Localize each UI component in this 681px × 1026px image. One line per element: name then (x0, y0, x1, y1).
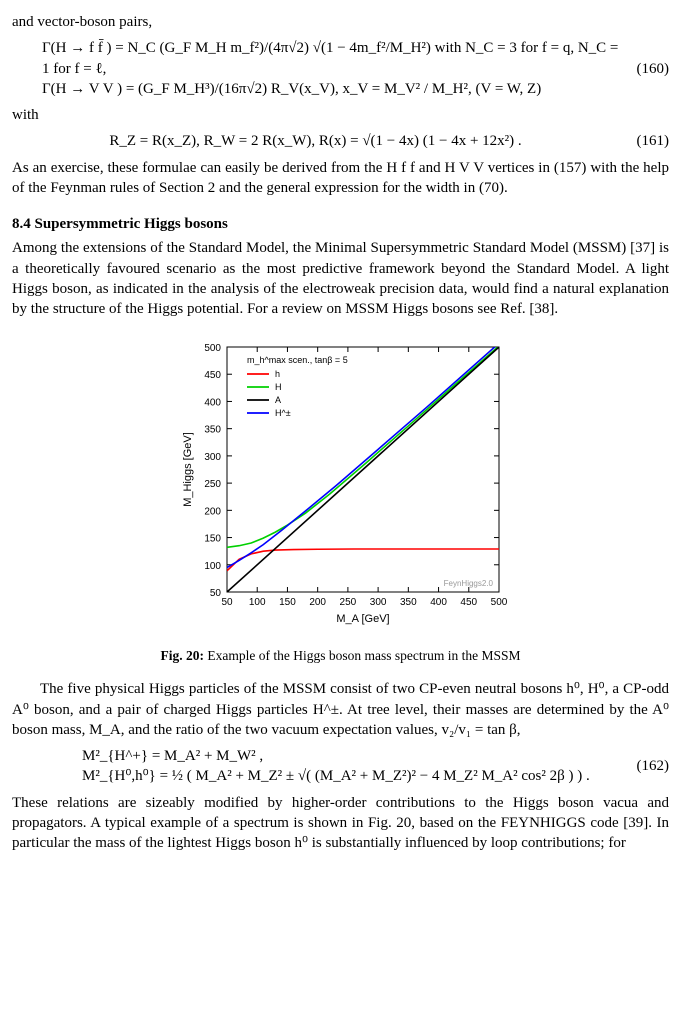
equation-160: Γ(H → f f̄ ) = N_C (G_F M_H m_f²)/(4π√2)… (12, 38, 669, 99)
figure-20-caption-label: Fig. 20: (161, 648, 205, 663)
eq-160-body: Γ(H → f f̄ ) = N_C (G_F M_H m_f²)/(4π√2)… (12, 38, 619, 99)
y-tick-label: 50 (209, 588, 221, 599)
figure-20-caption-text: Example of the Higgs boson mass spectrum… (204, 648, 520, 663)
para-after-161: As an exercise, these formulae can easil… (12, 158, 669, 199)
legend-label: H^± (275, 408, 291, 418)
y-tick-label: 250 (204, 479, 221, 490)
y-tick-label: 350 (204, 425, 221, 436)
y-tick-label: 300 (204, 452, 221, 463)
y-tick-label: 200 (204, 507, 221, 518)
with-word: with (12, 105, 669, 125)
legend-label: H (275, 382, 282, 392)
figure-watermark: FeynHiggs2.0 (443, 579, 493, 588)
x-tick-label: 250 (339, 597, 356, 608)
para-section-intro: Among the extensions of the Standard Mod… (12, 238, 669, 319)
y-tick-label: 400 (204, 398, 221, 409)
legend-scenario: m_h^max scen., tanβ = 5 (247, 355, 348, 365)
eq-160-line2: Γ(H → V V ) = (G_F M_H³)/(16π√2) R_V(x_V… (42, 79, 619, 99)
section-heading-8-4: 8.4 Supersymmetric Higgs bosons (12, 214, 669, 234)
x-tick-label: 50 (221, 597, 233, 608)
y-tick-label: 150 (204, 534, 221, 545)
eq-161-num: (161) (619, 131, 669, 151)
x-tick-label: 400 (430, 597, 447, 608)
para-last: These relations are sizeably modified by… (12, 793, 669, 854)
x-tick-label: 500 (490, 597, 507, 608)
figure-20-caption: Fig. 20: Example of the Higgs boson mass… (12, 647, 669, 665)
eq-162-line2: M²_{H⁰,h⁰} = ½ ( M_A² + M_Z² ± √( (M_A² … (82, 766, 619, 786)
eq-160-line1: Γ(H → f f̄ ) = N_C (G_F M_H m_f²)/(4π√2)… (42, 38, 619, 79)
y-tick-label: 500 (204, 343, 221, 354)
x-axis-title: M_A [GeV] (336, 613, 389, 625)
x-tick-label: 350 (399, 597, 416, 608)
legend-label: A (275, 395, 281, 405)
y-tick-label: 450 (204, 370, 221, 381)
x-tick-label: 150 (279, 597, 296, 608)
x-tick-label: 200 (309, 597, 326, 608)
eq-162-line1: M²_{H^+} = M_A² + M_W² , (82, 746, 619, 766)
x-tick-label: 450 (460, 597, 477, 608)
equation-161: R_Z = R(x_Z), R_W = 2 R(x_W), R(x) = √(1… (12, 131, 669, 151)
intro-line: and vector-boson pairs, (12, 12, 669, 32)
eq-162-num: (162) (619, 756, 669, 776)
eq-162-body: M²_{H^+} = M_A² + M_W² , M²_{H⁰,h⁰} = ½ … (12, 746, 619, 787)
x-tick-label: 100 (248, 597, 265, 608)
y-axis-title: M_Higgs [GeV] (182, 432, 194, 507)
y-tick-label: 100 (204, 561, 221, 572)
eq-160-num: (160) (619, 59, 669, 79)
x-tick-label: 300 (369, 597, 386, 608)
legend-label: h (275, 369, 280, 379)
eq-161-body: R_Z = R(x_Z), R_W = 2 R(x_W), R(x) = √(1… (12, 131, 619, 151)
para-five-particles: The five physical Higgs particles of the… (12, 679, 669, 740)
figure-20-svg: 50 100 150 200 250 300 350 400 450 500 50 100 150 200… (171, 329, 511, 629)
figure-20: 50 100 150 200 250 300 350 400 450 500 50 100 150 200… (12, 329, 669, 629)
equation-162: M²_{H^+} = M_A² + M_W² , M²_{H⁰,h⁰} = ½ … (12, 746, 669, 787)
